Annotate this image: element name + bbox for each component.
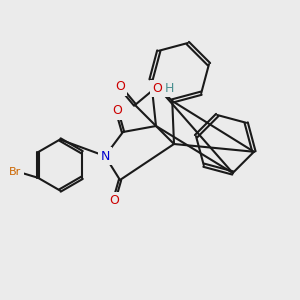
Text: O: O bbox=[115, 80, 125, 94]
Text: O: O bbox=[109, 194, 119, 208]
Text: O: O bbox=[153, 82, 162, 95]
Text: N: N bbox=[100, 149, 110, 163]
Text: Br: Br bbox=[9, 167, 22, 177]
Text: H: H bbox=[165, 82, 174, 95]
Text: O: O bbox=[112, 104, 122, 118]
